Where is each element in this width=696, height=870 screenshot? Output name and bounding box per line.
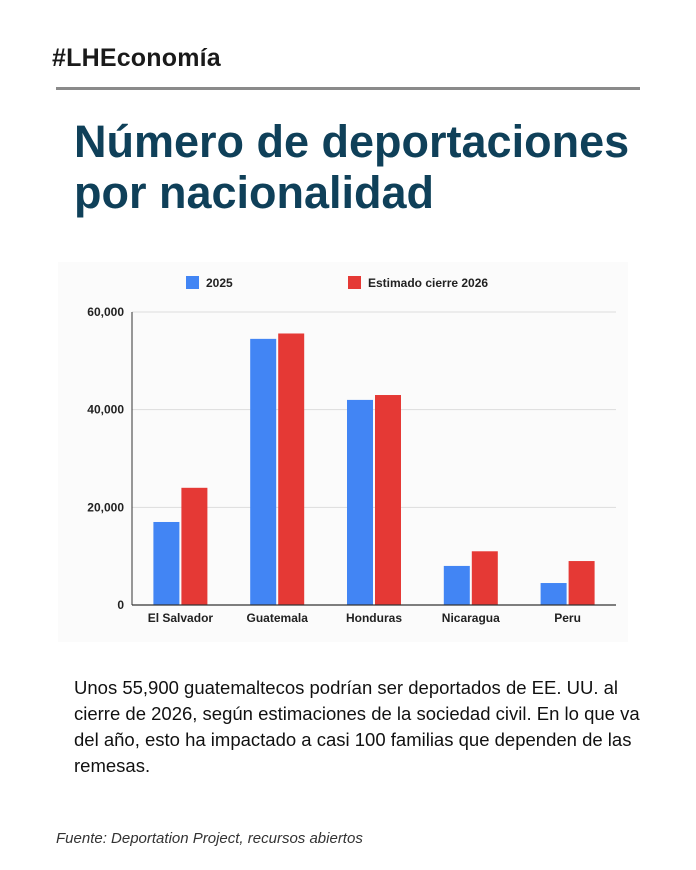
legend-swatch [348, 276, 361, 289]
x-tick-label: Nicaragua [442, 611, 500, 625]
legend-swatch [186, 276, 199, 289]
x-axis: El Salvador Guatemala Honduras Nicaragua Per… [132, 604, 616, 625]
bar-2025-honduras [347, 399, 373, 605]
chart-legend: 2025 Estimado cierre 2026 [186, 276, 488, 290]
x-tick-label: Guatemala [247, 611, 309, 625]
bar-estimado-cierre-2026-el-salvador [181, 487, 208, 605]
bar-estimado-cierre-2026-peru [568, 561, 595, 605]
bars [153, 333, 595, 605]
page-title: Número de deportaciones por nacionalidad [74, 116, 630, 218]
y-tick-label: 0 [117, 598, 124, 612]
y-tick-label: 20,000 [87, 500, 124, 514]
bar-2025-peru [540, 583, 567, 605]
y-axis: 0 20,000 40,000 60,000 [87, 305, 133, 612]
x-tick-label: El Salvador [148, 611, 214, 625]
bar-2025-guatemala [250, 338, 277, 605]
x-tick-label: Honduras [346, 611, 402, 625]
y-tick-label: 60,000 [87, 305, 124, 319]
bar-2025-el-salvador [153, 521, 180, 605]
legend-label: 2025 [206, 276, 233, 290]
bar-2025-nicaragua [443, 565, 470, 605]
legend-label: Estimado cierre 2026 [368, 276, 488, 290]
bar-estimado-cierre-2026-honduras [375, 395, 401, 605]
hashtag-label: #LHEconomía [52, 44, 221, 72]
source-note: Fuente: Deportation Project, recursos ab… [56, 830, 363, 847]
x-tick-label: Peru [554, 611, 581, 625]
description-paragraph: Unos 55,900 guatemaltecos podrían ser de… [74, 677, 640, 776]
chart-grid [132, 311, 616, 508]
bar-estimado-cierre-2026-guatemala [278, 333, 305, 605]
bar-chart: 2025 Estimado cierre 2026 0 20,000 40,000 60… [87, 276, 616, 625]
header-divider [56, 87, 640, 90]
chart-container: 2025 Estimado cierre 2026 0 20,000 40,000 60… [58, 262, 628, 642]
y-tick-label: 40,000 [87, 403, 124, 417]
bar-estimado-cierre-2026-nicaragua [471, 551, 498, 605]
